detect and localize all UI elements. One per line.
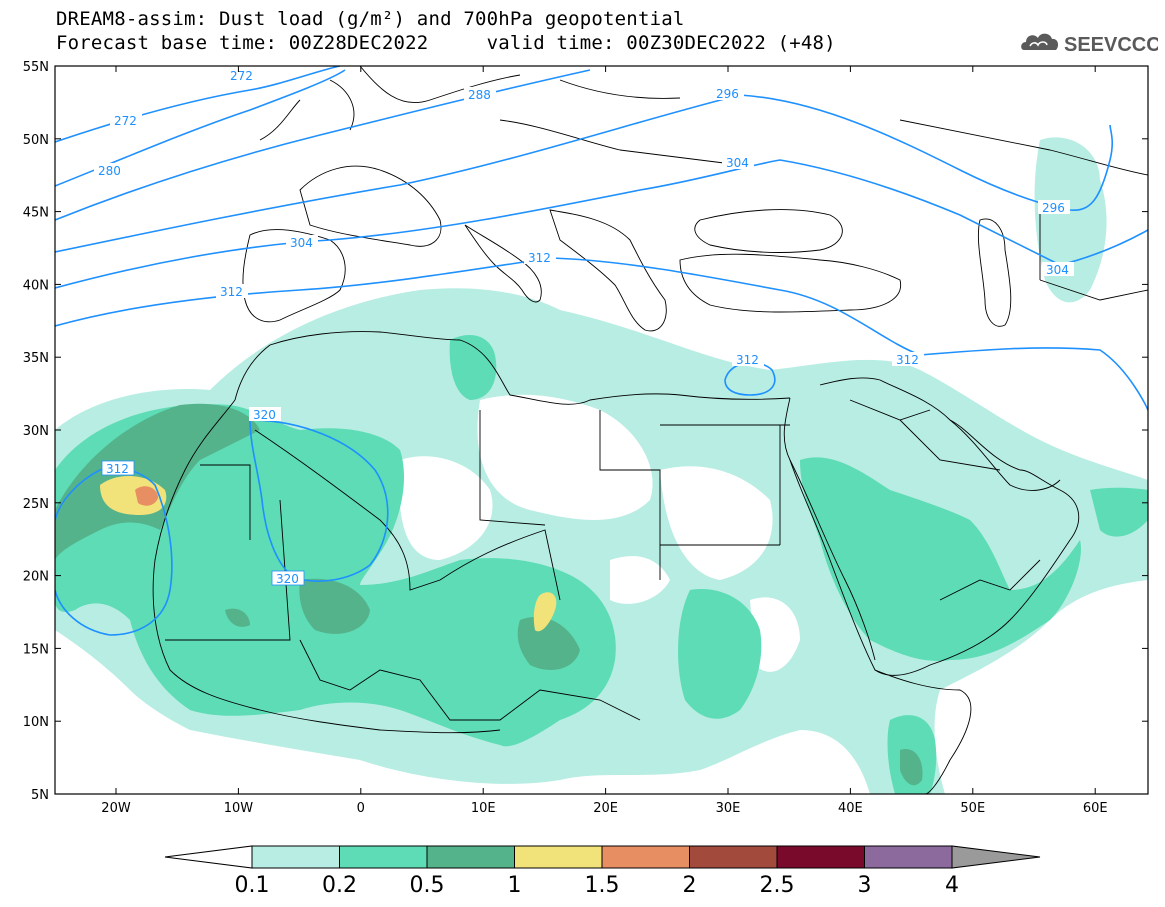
latitude-axis: 55N 50N 45N 40N 35N 30N 25N 20N 15N 10N 5N [23, 60, 1148, 803]
colorbar-segment [864, 845, 953, 869]
lat-label: 50N [23, 133, 49, 148]
lon-label: 60E [1083, 801, 1108, 816]
colorbar-segment [689, 845, 778, 869]
isoline-312 [55, 257, 1148, 411]
dust-shading [55, 137, 1148, 794]
iso-label-312d: 312 [896, 353, 919, 367]
colorbar-label: 4 [945, 873, 959, 898]
isoline-304 [55, 159, 1148, 289]
iso-label-296b: 296 [1042, 201, 1065, 215]
colorbar-label: 0.2 [322, 873, 357, 898]
lat-label: 10N [23, 715, 49, 730]
lon-label: 10W [224, 801, 254, 816]
colorbar-arrow-right [951, 845, 1041, 869]
lon-label: 40E [838, 801, 863, 816]
iso-label-320a: 320 [253, 408, 276, 422]
iso-label-312c: 312 [736, 353, 759, 367]
colorbar-label: 3 [858, 873, 872, 898]
lon-label: 30E [716, 801, 741, 816]
isoline-labels: 272 272 280 288 296 296 304 304 304 312 … [94, 68, 1074, 586]
iso-label-312b: 312 [528, 251, 551, 265]
iso-label-304c: 304 [1046, 263, 1069, 277]
iso-label-304b: 304 [726, 156, 749, 170]
lat-label: 45N [23, 206, 49, 221]
lon-label: 20W [101, 801, 131, 816]
iso-label-272a: 272 [114, 114, 137, 128]
seevccc-logo: SEEVCCC [1018, 24, 1161, 60]
lat-label: 35N [23, 351, 49, 366]
isoline-320b [249, 419, 389, 582]
dust-layer-mid [55, 335, 1148, 794]
logo-text: SEEVCCC [1064, 34, 1158, 56]
colorbar-label: 2.5 [760, 873, 795, 898]
longitude-axis: 20W 10W 0 10E 20E 30E 40E 50E 60E [101, 66, 1108, 816]
iso-label-312a: 312 [220, 285, 243, 299]
isoline-272 [55, 66, 341, 143]
colorbar-segment [339, 845, 428, 869]
lat-label: 5N [31, 788, 49, 803]
colorbar-segment [601, 845, 690, 869]
lat-label: 40N [23, 278, 49, 293]
lat-label: 15N [23, 642, 49, 657]
colorbar-segment [251, 845, 340, 869]
colorbar-segment [776, 845, 865, 869]
clear-areas [399, 394, 800, 672]
isoline-288 [55, 69, 591, 221]
colorbar-label: 0.5 [410, 873, 445, 898]
geopotential-isolines [55, 66, 1148, 636]
iso-label-280: 280 [98, 164, 121, 178]
lat-label: 25N [23, 497, 49, 512]
cloud-icon: SEEVCCC [1021, 33, 1161, 56]
colorbar-label: 1 [508, 873, 522, 898]
colorbar-arrow-left [164, 845, 253, 869]
coastlines [55, 66, 1148, 794]
forecast-time: Forecast base time: 00Z28DEC2022 valid t… [56, 32, 836, 54]
iso-label-288: 288 [468, 88, 491, 102]
isoline-320 [55, 467, 173, 636]
colorbar-label: 1.5 [585, 873, 620, 898]
dust-layer-orange [135, 486, 158, 506]
isoline-296 [55, 94, 1113, 253]
lat-label: 30N [23, 424, 49, 439]
lon-label: 50E [960, 801, 985, 816]
lat-label: 55N [23, 60, 49, 75]
colorbar: 0.1 0.2 0.5 1 1.5 2 2.5 3 4 [164, 845, 1041, 898]
iso-label-296a: 296 [716, 87, 739, 101]
colorbar-segment [514, 845, 603, 869]
lon-label: 0 [357, 801, 365, 816]
iso-label-312e: 312 [106, 462, 129, 476]
lon-label: 20E [593, 801, 618, 816]
map-title: DREAM8-assim: Dust load (g/m²) and 700hP… [56, 8, 685, 30]
iso-label-304a: 304 [290, 236, 313, 250]
lon-label: 10E [471, 801, 496, 816]
colorbar-label: 2 [683, 873, 697, 898]
colorbar-label: 0.1 [235, 873, 270, 898]
colorbar-segment [426, 845, 515, 869]
lat-label: 20N [23, 570, 49, 585]
iso-label-272b: 272 [230, 69, 253, 83]
dust-layer-high [55, 403, 923, 786]
iso-label-320b: 320 [276, 572, 299, 586]
